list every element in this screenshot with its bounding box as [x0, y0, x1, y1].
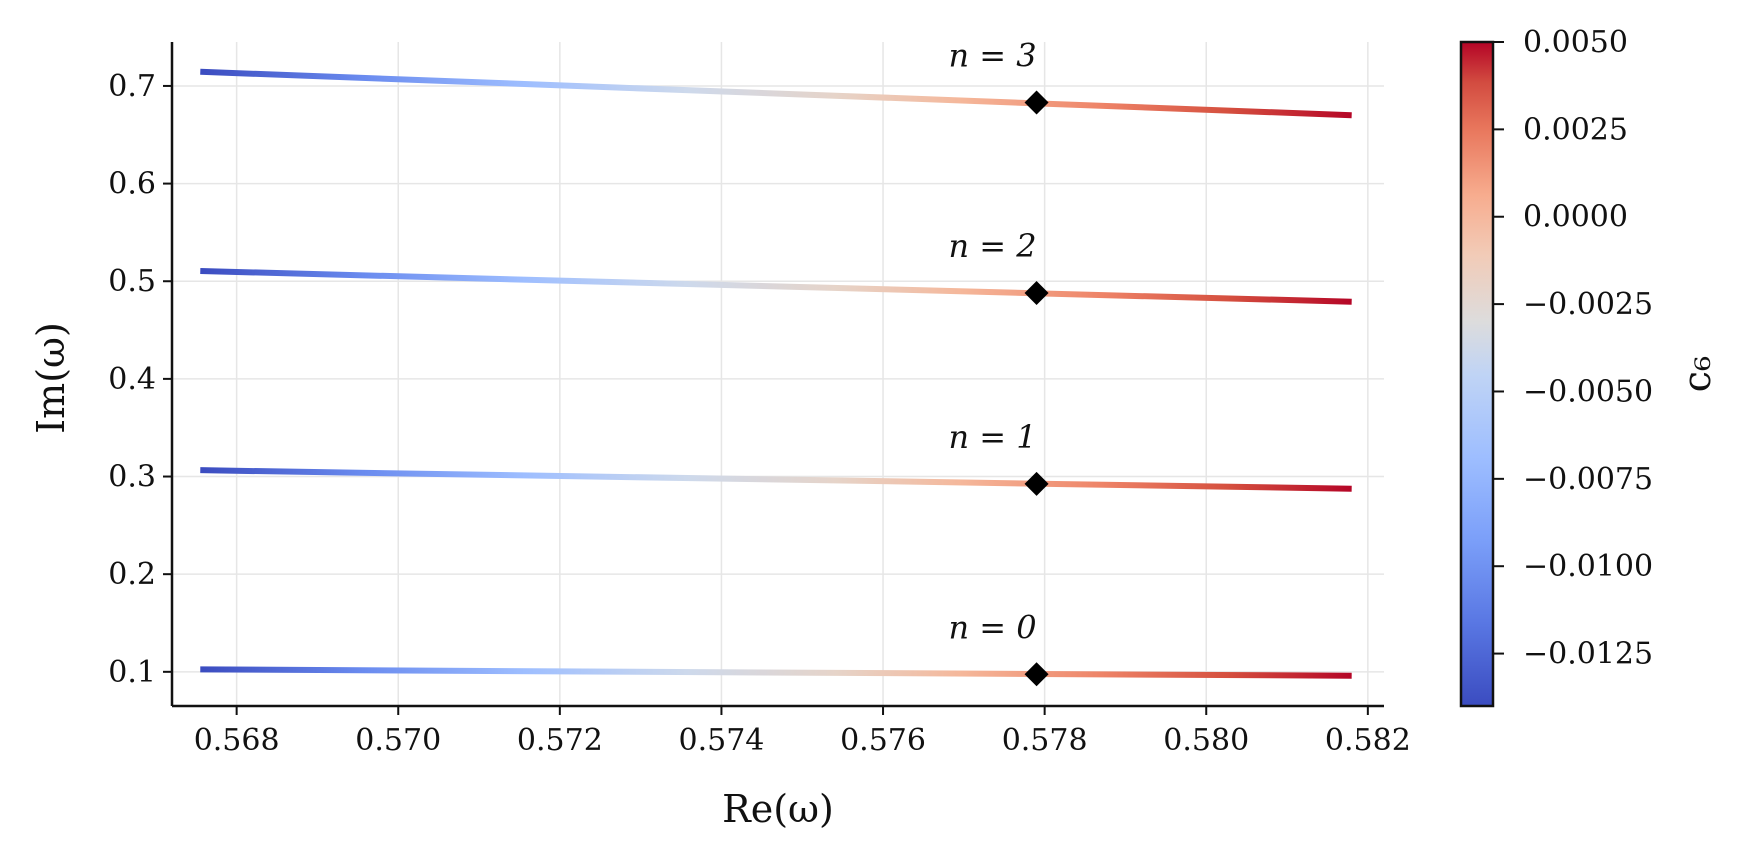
series-line — [200, 267, 1352, 305]
series-n0: n = 0 — [200, 608, 1352, 687]
grid-lines — [172, 42, 1384, 706]
x-tick-label: 0.580 — [1163, 723, 1249, 758]
x-tick-label: 0.574 — [678, 723, 764, 758]
colorbar-tick-label: −0.0125 — [1523, 637, 1653, 672]
x-tick-label: 0.572 — [517, 723, 603, 758]
y-tick-label: 0.6 — [108, 167, 156, 202]
x-tick-label: 0.568 — [194, 723, 280, 758]
colorbar — [1459, 40, 1495, 708]
x-ticks: 0.568 0.570 0.572 0.574 0.576 0.578 0.580 0.582 — [194, 706, 1411, 758]
mode-label: n = 1 — [948, 418, 1036, 456]
series-line — [200, 467, 1352, 492]
x-tick-label: 0.578 — [1002, 723, 1088, 758]
colorbar-tick-label: 0.0050 — [1523, 25, 1628, 60]
mode-label: n = 3 — [948, 37, 1036, 75]
colorbar-ticks: 0.0050 0.0025 0.0000 −0.0025 −0.0050 −0.0075 −… — [1493, 25, 1653, 672]
reference-marker — [1024, 90, 1049, 115]
y-tick-label: 0.3 — [108, 460, 156, 495]
colorbar-tick-label: 0.0000 — [1523, 200, 1628, 235]
colorbar-tick-label: −0.0100 — [1523, 549, 1653, 584]
colorbar-label: c₆ — [1675, 356, 1719, 393]
x-axis-label: Re(ω) — [722, 787, 834, 831]
y-tick-label: 0.1 — [108, 655, 156, 690]
colorbar-tick-label: −0.0050 — [1523, 374, 1653, 409]
series-n3: n = 3 — [200, 37, 1352, 119]
reference-marker — [1024, 471, 1049, 496]
y-tick-label: 0.5 — [108, 264, 156, 299]
reference-marker — [1024, 662, 1049, 687]
x-tick-label: 0.582 — [1325, 723, 1411, 758]
y-tick-label: 0.7 — [108, 69, 156, 104]
y-axis-label: Im(ω) — [29, 322, 73, 434]
series-n2: n = 2 — [200, 227, 1352, 305]
series-layer: n = 0 n = 1 n = 2 n = 3 — [200, 37, 1352, 687]
series-n1: n = 1 — [200, 418, 1352, 496]
y-tick-label: 0.2 — [108, 557, 156, 592]
colorbar-tick-label: −0.0075 — [1523, 462, 1653, 497]
mode-label: n = 0 — [948, 608, 1036, 646]
series-line — [200, 666, 1352, 679]
y-tick-label: 0.4 — [108, 362, 156, 397]
reference-marker — [1024, 280, 1049, 305]
y-ticks: 0.1 0.2 0.3 0.4 0.5 0.6 0.7 — [108, 69, 172, 690]
colorbar-tick-label: −0.0025 — [1523, 287, 1653, 322]
mode-label: n = 2 — [948, 227, 1036, 265]
colorbar-tick-label: 0.0025 — [1523, 112, 1628, 147]
series-line — [200, 68, 1352, 119]
x-tick-label: 0.576 — [840, 723, 926, 758]
x-tick-label: 0.570 — [355, 723, 441, 758]
